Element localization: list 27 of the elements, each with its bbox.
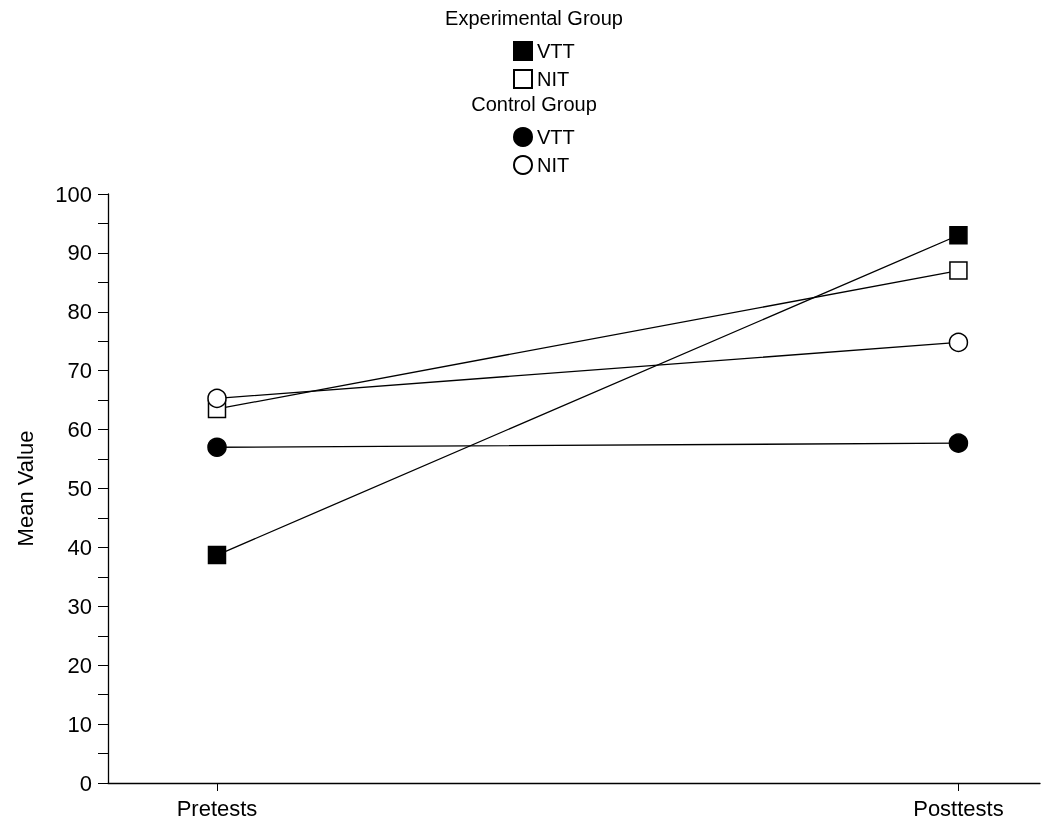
y-tick-label: 90 [67,240,92,266]
legend-label: VTT [537,40,575,62]
x-tick-label: Posttests [913,795,1004,821]
point [948,332,969,353]
y-tick-label: 0 [79,770,92,796]
y-tick-label: 100 [55,181,92,207]
y-axis-title: Mean Value [12,430,38,547]
y-tick-label: 20 [67,652,92,678]
y-tick-label: 70 [67,358,92,384]
point [949,261,968,280]
point [207,388,227,409]
y-tick-label: 50 [67,476,92,501]
point [207,545,227,565]
y-tick-label: 60 [67,417,92,443]
y-tick-label: 30 [67,593,92,619]
y-tick-label: 10 [67,711,92,737]
point [948,433,969,453]
x-tick-label: Pretests [176,795,258,821]
y-tick-label: 80 [67,299,92,325]
legend-label: VTT [537,126,575,148]
text: Experimental Group [445,7,623,29]
point [207,437,227,458]
y-tick-label: 40 [67,534,92,560]
point [949,225,968,245]
legend-label: NIT [537,154,570,176]
legend-label: NIT [537,68,570,90]
text: Control Group [471,93,597,115]
